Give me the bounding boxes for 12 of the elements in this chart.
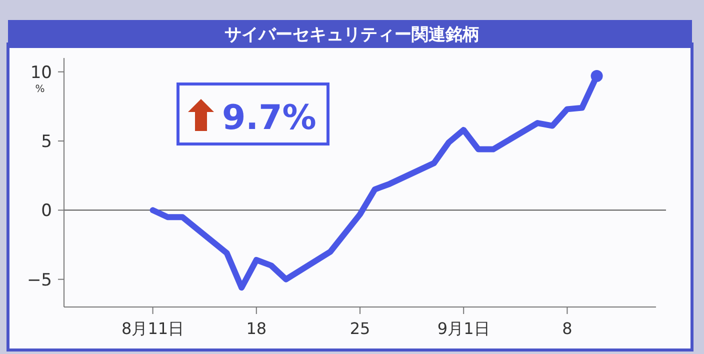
chart-title: サイバーセキュリティー関連銘柄 — [224, 25, 480, 45]
y-tick-label: −5 — [26, 270, 52, 290]
x-tick-label: 8 — [562, 319, 572, 338]
x-tick-label: 9月1日 — [437, 319, 490, 338]
y-tick-label: 0 — [41, 201, 52, 222]
annotation: 9.7% — [222, 98, 316, 138]
x-tick-label: 18 — [246, 319, 267, 338]
y-tick-label: 10 — [30, 62, 52, 83]
y-axis-title: % — [35, 84, 45, 95]
x-tick-label: 25 — [350, 319, 370, 338]
y-tick-label: 5 — [41, 132, 52, 152]
x-tick-label: 8月11日 — [122, 319, 184, 338]
